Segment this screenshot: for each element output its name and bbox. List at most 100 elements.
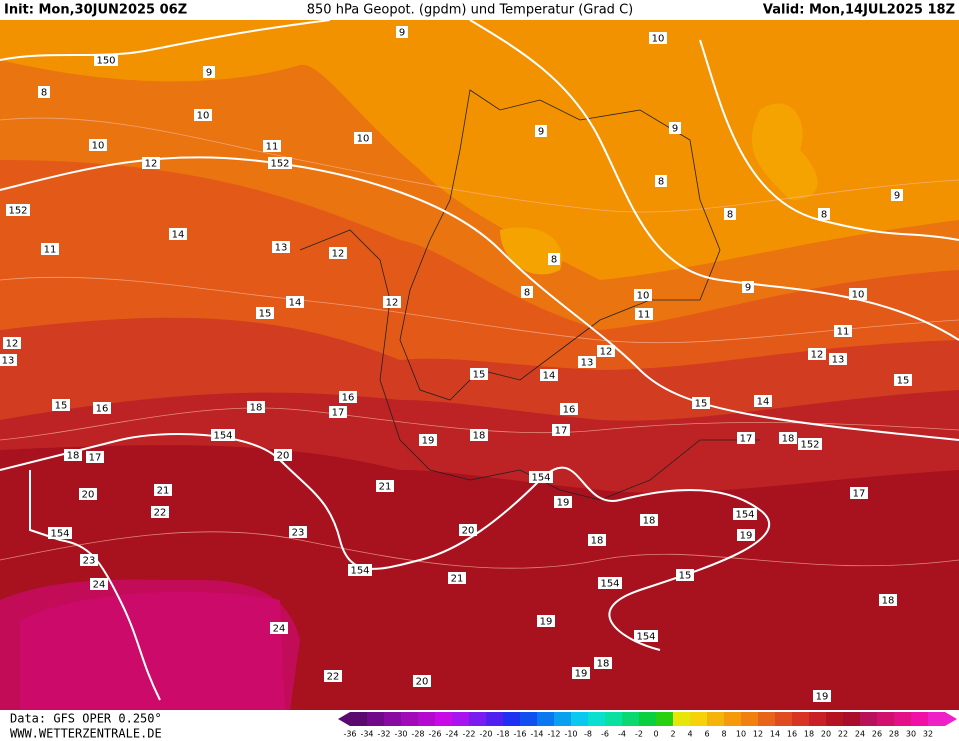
temp-area xyxy=(500,103,818,275)
geopotential-line xyxy=(0,19,331,61)
contour-label: 14 xyxy=(543,371,556,382)
contour-label: 12 xyxy=(6,339,19,350)
colorbar-label: -30 xyxy=(394,730,407,739)
colorbar-label: -18 xyxy=(496,730,509,739)
site-url: WWW.WETTERZENTRALE.DE xyxy=(10,727,162,741)
contour-label-box xyxy=(263,140,281,152)
colorbar-label: 22 xyxy=(838,730,848,739)
colorbar-label: 18 xyxy=(804,730,814,739)
contour-label: 154 xyxy=(213,431,232,442)
contour-label-box xyxy=(413,675,431,687)
contour-labels: 9 10 150 9 8 10 10 9 9 10 11 152 12 8 9 152 8 8 14 11 13 12 8 9… xyxy=(0,26,912,703)
contour-label-box xyxy=(270,622,288,634)
isotherm xyxy=(0,531,959,569)
contour-label: 12 xyxy=(145,159,158,170)
colorbar-cell xyxy=(775,712,792,726)
colorbar-cell xyxy=(452,712,469,726)
contour-label-box xyxy=(0,354,17,366)
contour-label: 10 xyxy=(652,34,665,45)
contour-label-box xyxy=(339,391,357,403)
contour-label: 9 xyxy=(206,68,212,79)
contour-label-box xyxy=(578,356,596,368)
colorbar-cell xyxy=(826,712,843,726)
contour-label-box xyxy=(548,253,560,265)
geopotential-line xyxy=(699,39,959,241)
colorbar-label: 20 xyxy=(821,730,831,739)
contour-label: 10 xyxy=(852,290,865,301)
contour-label-box xyxy=(529,471,553,483)
contour-label-box xyxy=(634,630,658,642)
contour-label: 15 xyxy=(55,401,68,412)
contour-label-box xyxy=(268,157,292,169)
colorbar-label: -22 xyxy=(462,730,475,739)
contour-label: 12 xyxy=(600,347,613,358)
contour-label: 17 xyxy=(332,408,345,419)
contour-label: 20 xyxy=(416,677,429,688)
contour-label-box xyxy=(52,399,70,411)
contour-label: 13 xyxy=(832,355,845,366)
valid-time: Valid: Mon,14JUL2025 18Z xyxy=(763,3,955,18)
colorbar-cell xyxy=(418,712,435,726)
contour-label-box xyxy=(286,296,304,308)
contour-label: 23 xyxy=(292,528,305,539)
contour-label: 15 xyxy=(897,376,910,387)
contour-label-box xyxy=(692,397,710,409)
contour-label-box xyxy=(329,406,347,418)
colorbar-label: -26 xyxy=(428,730,441,739)
contour-label: 22 xyxy=(154,508,167,519)
contour-label-box xyxy=(537,615,555,627)
contour-label-box xyxy=(89,139,107,151)
contour-label-box xyxy=(289,526,307,538)
contour-label-box xyxy=(247,401,265,413)
colorbar-arrow xyxy=(338,712,350,726)
colorbar-cell xyxy=(384,712,401,726)
isotherm xyxy=(0,407,959,441)
contour-label: 10 xyxy=(197,111,210,122)
geopotential-line xyxy=(0,156,959,441)
contour-label-box xyxy=(552,424,570,436)
contour-label-box xyxy=(540,369,558,381)
colorbar-label: 14 xyxy=(770,730,780,739)
contour-label: 150 xyxy=(96,56,115,67)
contour-label-box xyxy=(649,32,667,44)
contour-label: 10 xyxy=(92,141,105,152)
temp-area xyxy=(0,20,959,280)
contour-label-box xyxy=(142,157,160,169)
contour-label: 18 xyxy=(597,659,610,670)
contour-label-box xyxy=(470,368,488,380)
colorbar-cell xyxy=(554,712,571,726)
colorbar-label: -24 xyxy=(445,730,458,739)
contour-label: 18 xyxy=(643,516,656,527)
colorbar-cell xyxy=(894,712,911,726)
colorbar-cell xyxy=(758,712,775,726)
contour-label-box xyxy=(459,524,477,536)
contour-label-box xyxy=(818,208,830,220)
contour-label-box xyxy=(274,449,292,461)
contour-label: 18 xyxy=(882,596,895,607)
colorbar-label: -2 xyxy=(635,730,643,739)
contour-label: 22 xyxy=(327,672,340,683)
contour-label: 18 xyxy=(67,451,80,462)
contour-label: 15 xyxy=(695,399,708,410)
contour-label: 19 xyxy=(422,436,435,447)
contour-label: 18 xyxy=(250,403,263,414)
contour-label-box xyxy=(3,337,21,349)
contour-label-box xyxy=(572,667,590,679)
colorbar-cell xyxy=(877,712,894,726)
contour-label: 17 xyxy=(555,426,568,437)
isotherm xyxy=(0,117,959,213)
contour-label: 19 xyxy=(540,617,553,628)
contour-label: 17 xyxy=(740,434,753,445)
contour-label: 15 xyxy=(259,309,272,320)
geopotential-line xyxy=(0,433,770,651)
colorbar-label: -34 xyxy=(360,730,373,739)
contour-label-box xyxy=(38,86,50,98)
contour-label-box xyxy=(737,529,755,541)
contour-label-box xyxy=(80,554,98,566)
contour-label-box xyxy=(813,690,831,702)
contour-label: 154 xyxy=(600,579,619,590)
contour-label-box xyxy=(329,247,347,259)
colorbar-cell xyxy=(469,712,486,726)
contour-label: 9 xyxy=(538,127,544,138)
